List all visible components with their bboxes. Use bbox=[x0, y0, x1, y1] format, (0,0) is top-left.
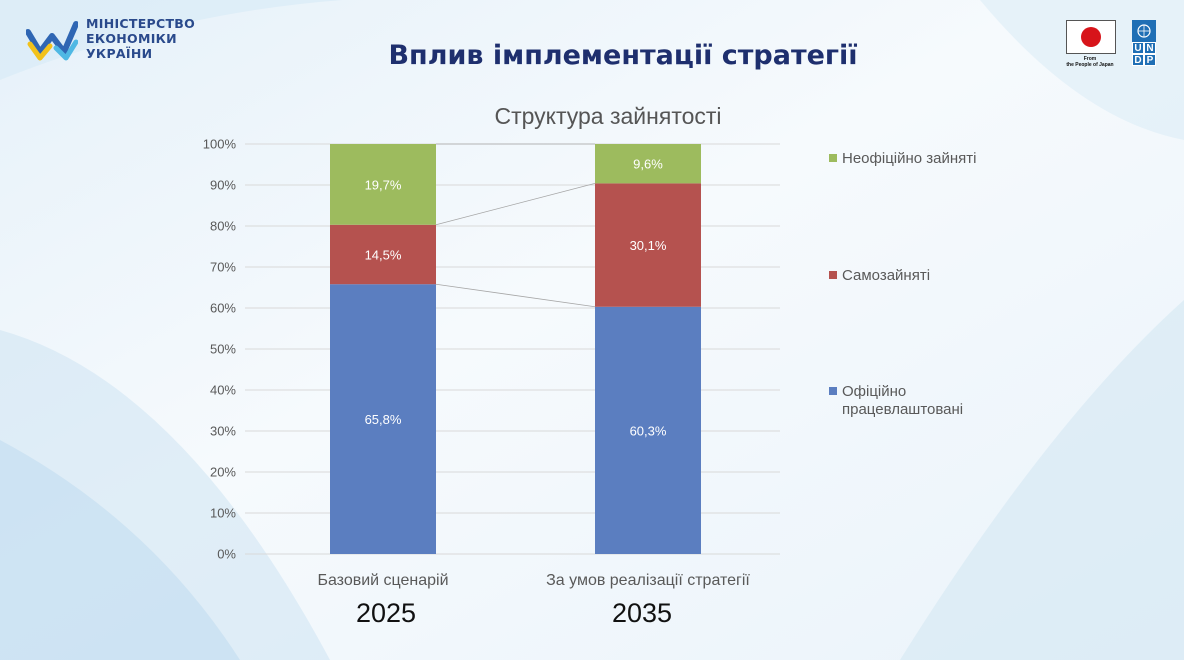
legend-label: Офіційно bbox=[842, 383, 906, 400]
ministry-name-line: УКРАЇНИ bbox=[86, 46, 153, 61]
series-line bbox=[435, 182, 596, 226]
undp-letter: N bbox=[1144, 42, 1156, 54]
bar-segment bbox=[330, 284, 436, 554]
globe-icon bbox=[1137, 24, 1151, 38]
y-tick-label: 100% bbox=[203, 137, 237, 152]
ministry-name: МІНІСТЕРСТВО ЕКОНОМІКИ УКРАЇНИ bbox=[86, 16, 195, 61]
y-tick-label: 90% bbox=[210, 178, 236, 193]
year-label-2025: 2025 bbox=[356, 598, 417, 628]
undp-letter: P bbox=[1144, 54, 1156, 66]
legend-label: Неофіційно зайняті bbox=[842, 150, 977, 167]
y-tick-label: 20% bbox=[210, 465, 236, 480]
y-tick-label: 80% bbox=[210, 219, 236, 234]
japan-caption-line: the People of Japan bbox=[1066, 62, 1114, 68]
y-tick-label: 70% bbox=[210, 260, 236, 275]
slide-title: Вплив імплементації стратегії bbox=[388, 40, 858, 71]
data-label: 65,8% bbox=[365, 412, 402, 427]
x-tick-label: Базовий сценарій bbox=[317, 572, 448, 589]
japan-flag-sun bbox=[1081, 27, 1101, 47]
legend-label: працевлаштовані bbox=[842, 401, 963, 418]
y-tick-label: 30% bbox=[210, 424, 236, 439]
ministry-name-line: МІНІСТЕРСТВО bbox=[86, 16, 196, 31]
legend-swatch bbox=[829, 154, 837, 162]
bar-segment bbox=[595, 144, 701, 184]
bar-segment bbox=[330, 144, 436, 225]
series-line bbox=[435, 283, 596, 308]
year-label-2035: 2035 bbox=[612, 598, 673, 628]
chart-title: Структура зайнятості bbox=[494, 103, 721, 129]
japan-caption-line: From bbox=[1083, 56, 1097, 62]
bar-segment bbox=[330, 224, 436, 285]
legend-swatch bbox=[829, 387, 837, 395]
undp-letter: U bbox=[1132, 42, 1144, 54]
legend-label: Самозайняті bbox=[842, 267, 930, 284]
data-label: 9,6% bbox=[633, 157, 663, 172]
bar-segment bbox=[595, 183, 701, 307]
data-label: 14,5% bbox=[365, 247, 402, 262]
japan-caption: From the People of Japan bbox=[1050, 56, 1130, 68]
undp-letter: D bbox=[1132, 54, 1144, 66]
legend-swatch bbox=[829, 271, 837, 279]
y-tick-label: 40% bbox=[210, 383, 236, 398]
y-tick-label: 0% bbox=[217, 547, 236, 562]
x-tick-label: За умов реалізації стратегії bbox=[546, 572, 750, 589]
data-label: 19,7% bbox=[365, 177, 402, 192]
undp-logo: U N D P bbox=[1132, 20, 1156, 66]
bar-segment bbox=[595, 306, 701, 554]
data-label: 30,1% bbox=[630, 238, 667, 253]
japan-flag-icon bbox=[1066, 20, 1116, 54]
data-label: 60,3% bbox=[630, 423, 667, 438]
un-emblem-icon bbox=[1132, 20, 1156, 42]
ministry-name-line: ЕКОНОМІКИ bbox=[86, 31, 177, 46]
ministry-logo-icon bbox=[26, 21, 78, 61]
y-tick-label: 50% bbox=[210, 342, 236, 357]
y-tick-label: 10% bbox=[210, 506, 236, 521]
y-tick-label: 60% bbox=[210, 301, 236, 316]
